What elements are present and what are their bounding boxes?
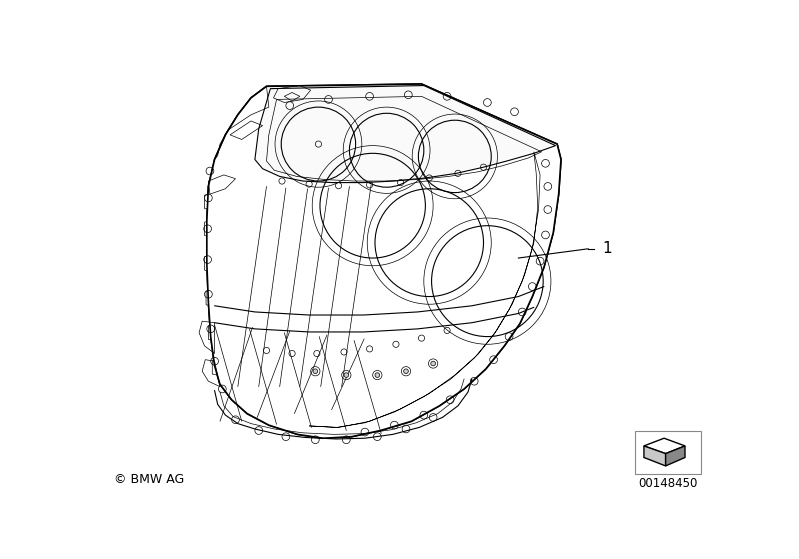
Polygon shape bbox=[207, 84, 561, 438]
Polygon shape bbox=[644, 446, 666, 466]
Text: © BMW AG: © BMW AG bbox=[113, 472, 184, 486]
Bar bbox=[634, 430, 702, 473]
Polygon shape bbox=[666, 446, 685, 466]
FancyBboxPatch shape bbox=[205, 195, 217, 209]
Polygon shape bbox=[255, 86, 555, 183]
FancyBboxPatch shape bbox=[209, 326, 221, 340]
Circle shape bbox=[403, 369, 408, 373]
Circle shape bbox=[375, 373, 380, 377]
Circle shape bbox=[344, 373, 348, 377]
FancyBboxPatch shape bbox=[213, 361, 225, 375]
FancyBboxPatch shape bbox=[206, 291, 218, 305]
FancyBboxPatch shape bbox=[205, 222, 217, 236]
Polygon shape bbox=[644, 438, 685, 453]
Circle shape bbox=[431, 361, 435, 366]
FancyBboxPatch shape bbox=[205, 257, 217, 271]
Circle shape bbox=[313, 369, 318, 373]
Text: 1: 1 bbox=[602, 241, 612, 256]
Text: 00148450: 00148450 bbox=[638, 477, 698, 490]
Polygon shape bbox=[207, 84, 561, 438]
